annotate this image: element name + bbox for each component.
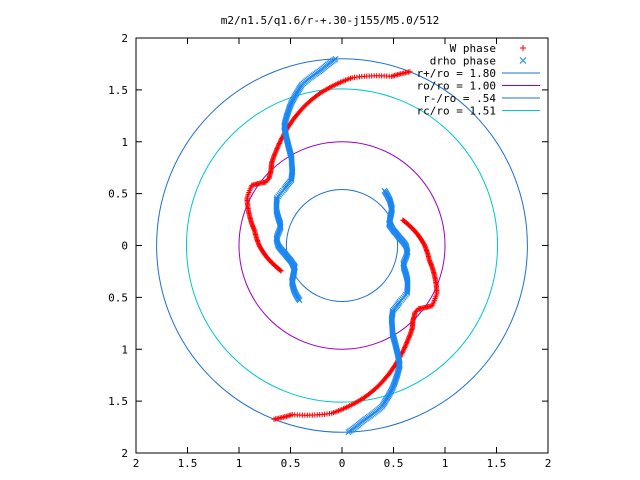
w-phase-point	[405, 337, 411, 343]
x-tick-label: 1.5	[178, 457, 198, 470]
reference-circles	[156, 58, 528, 433]
axis-ticks: 2 1.5 1 0.5 0 0.5 1 1.5 221.510.500.511.52	[108, 32, 551, 470]
x-tick-label: 1	[236, 457, 243, 470]
y-tick-label: 1	[121, 343, 128, 356]
legend-swatch-plus	[520, 45, 526, 51]
y-tick-label: 1.5	[108, 84, 128, 97]
y-tick-label: 0.5	[108, 188, 128, 201]
y-tick-label: 1.5	[108, 395, 128, 408]
drho-phase-point	[296, 297, 303, 304]
x-tick-label: 0.5	[384, 457, 404, 470]
legend-label: r-/ro = .54	[423, 92, 496, 105]
w-phase-point	[277, 267, 283, 273]
y-tick-label: 2	[121, 32, 128, 45]
circle-1	[238, 141, 446, 350]
legend-label: drho phase	[430, 55, 496, 68]
y-tick-label: 0.5	[108, 291, 128, 304]
legend-swatch-cross	[519, 57, 527, 64]
circle-0	[156, 58, 528, 433]
legend-label: W phase	[450, 42, 496, 55]
x-tick-label: 2	[133, 457, 140, 470]
legend-label: ro/ro = 1.00	[417, 80, 496, 93]
y-tick-label: 0	[121, 240, 128, 253]
w-phase-point	[274, 147, 280, 153]
series-drho-phase	[273, 55, 411, 436]
circle-2	[285, 188, 399, 303]
x-tick-label: 1	[442, 457, 449, 470]
w-phase-point	[404, 338, 410, 344]
x-tick-label: 0.5	[281, 457, 301, 470]
x-tick-label: 2	[545, 457, 552, 470]
chart-title: m2/n1.5/q1.6/r-+.30-j155/M5.0/512	[221, 14, 440, 27]
legend-label: r+/ro = 1.80	[417, 67, 496, 80]
w-phase-point	[273, 148, 279, 154]
w-phase-point	[400, 217, 406, 223]
x-tick-label: 0	[339, 457, 346, 470]
drho-phase-point	[288, 175, 295, 181]
phase-markers	[244, 55, 440, 436]
y-tick-label: 2	[121, 447, 128, 460]
y-tick-label: 1	[121, 136, 128, 149]
drho-phase-point	[389, 310, 396, 316]
w-phase-point	[278, 268, 284, 274]
legend-label: rc/ro = 1.51	[417, 105, 496, 118]
w-phase-point	[401, 218, 407, 224]
drho-phase-point	[400, 261, 407, 268]
x-tick-label: 1.5	[487, 457, 507, 470]
series-W-phase	[244, 69, 440, 422]
drho-phase-point	[277, 223, 284, 230]
drho-phase-point	[381, 187, 388, 194]
circle-3	[185, 88, 499, 403]
